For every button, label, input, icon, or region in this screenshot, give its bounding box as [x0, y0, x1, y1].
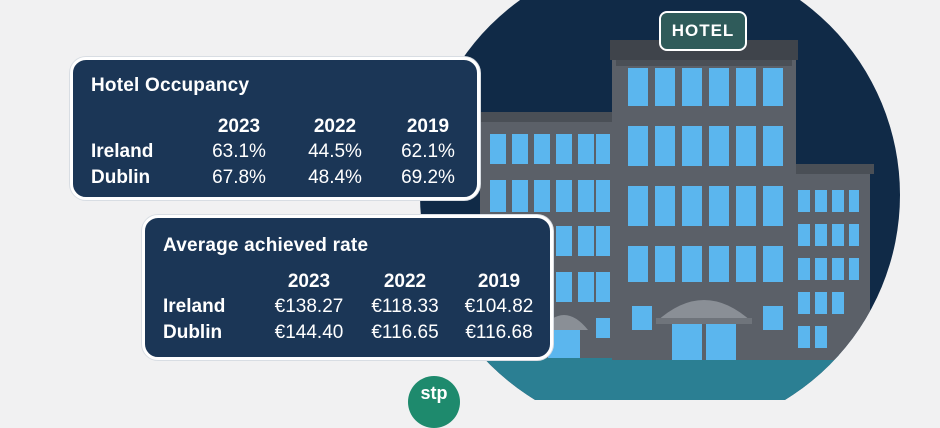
ground — [420, 355, 900, 400]
rate-row-ireland: Ireland €138.27 €118.33 €104.82 — [163, 296, 548, 322]
hotel-sign — [659, 11, 747, 51]
brand-logo: stp — [408, 376, 460, 428]
occupancy-value: 67.8% — [212, 167, 266, 188]
occupancy-row-ireland: Ireland 63.1% 44.5% 62.1% — [91, 141, 471, 167]
occupancy-value: 63.1% — [212, 141, 266, 162]
occupancy-value: 62.1% — [401, 141, 455, 162]
rate-card: Average achieved rate 2023 2022 2019 Ire… — [142, 215, 553, 360]
rate-value: €104.82 — [464, 296, 534, 317]
rate-row-dublin: Dublin €144.40 €116.65 €116.68 — [163, 322, 548, 348]
hotel-sign-text: HOTEL — [671, 21, 735, 40]
tower-windows — [628, 68, 783, 330]
rate-value: €116.65 — [371, 322, 439, 343]
occupancy-row-dublin: Dublin 67.8% 48.4% 69.2% — [91, 167, 471, 193]
rate-label-ireland: Ireland — [163, 296, 226, 317]
occupancy-value: 48.4% — [308, 167, 362, 188]
main-entrance — [656, 300, 752, 360]
occupancy-title: Hotel Occupancy — [91, 75, 250, 96]
occupancy-card: Hotel Occupancy 2023 2022 2019 Ireland 6… — [70, 57, 480, 200]
rate-value: €138.27 — [274, 296, 344, 317]
occupancy-year-2019: 2019 — [406, 116, 450, 137]
rate-title: Average achieved rate — [163, 235, 369, 256]
occupancy-value: 69.2% — [401, 167, 455, 188]
brand-logo-text: stp — [420, 383, 448, 403]
occupancy-table: 2023 2022 2019 Ireland 63.1% 44.5% 62.1%… — [91, 116, 471, 196]
right-wing-windows — [798, 190, 859, 348]
occupancy-value: 44.5% — [308, 141, 362, 162]
rate-value: €118.33 — [371, 296, 439, 317]
rate-table: 2023 2022 2019 Ireland €138.27 €118.33 €… — [163, 271, 548, 351]
rate-value: €144.40 — [274, 322, 344, 343]
rate-year-2019: 2019 — [477, 271, 521, 292]
occupancy-header-row: 2023 2022 2019 — [91, 116, 471, 142]
rate-year-2023: 2023 — [287, 271, 331, 292]
rate-year-2022: 2022 — [383, 271, 427, 292]
occupancy-year-2023: 2023 — [217, 116, 261, 137]
rate-value: €116.68 — [465, 322, 533, 343]
occupancy-year-2022: 2022 — [313, 116, 357, 137]
occupancy-label-ireland: Ireland — [91, 141, 154, 162]
rate-label-dublin: Dublin — [163, 322, 223, 343]
rate-header-row: 2023 2022 2019 — [163, 271, 548, 297]
occupancy-label-dublin: Dublin — [91, 167, 151, 188]
